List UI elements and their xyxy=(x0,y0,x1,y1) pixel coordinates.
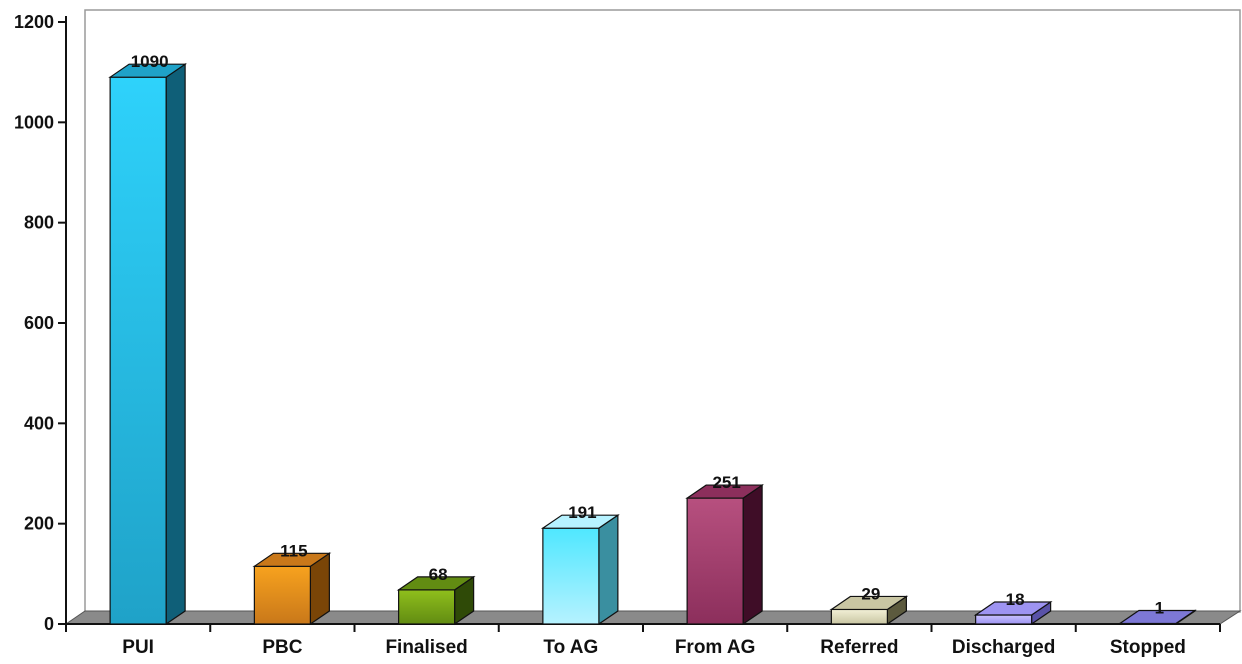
bar-referred xyxy=(829,595,909,626)
bar-top xyxy=(108,63,188,78)
data-label: 115 xyxy=(280,541,307,560)
data-label: 68 xyxy=(429,565,448,584)
x-tick-label: Stopped xyxy=(1110,637,1186,658)
x-tick-label: Finalised xyxy=(385,637,467,658)
bar-top xyxy=(396,576,476,591)
x-tick-label: PBC xyxy=(262,637,302,658)
bar-side xyxy=(598,514,619,626)
bar-from-ag xyxy=(685,483,765,626)
bar-front xyxy=(975,614,1033,625)
bar-top xyxy=(829,595,909,611)
bar-discharged xyxy=(973,600,1053,626)
back-wall xyxy=(84,9,1241,613)
data-label: 18 xyxy=(1006,590,1025,609)
bar-side xyxy=(165,63,186,626)
data-label: 191 xyxy=(568,503,596,522)
data-label: 1090 xyxy=(131,52,169,71)
data-label: 251 xyxy=(712,473,740,492)
bar-pbc xyxy=(252,552,332,626)
bar-pui xyxy=(108,63,188,626)
bar-top xyxy=(685,484,765,499)
y-tick-label: 800 xyxy=(24,213,54,233)
bar-front xyxy=(109,76,167,625)
bar-to-ag xyxy=(540,514,620,626)
y-axis: 0 200 400 600 800 1000 1200 xyxy=(14,12,67,634)
floor xyxy=(64,610,1242,625)
bar-side xyxy=(742,483,763,626)
bar-front xyxy=(686,497,744,625)
x-tick-label: Discharged xyxy=(952,637,1055,658)
y-tick-label: 0 xyxy=(44,614,54,634)
bars xyxy=(108,63,1197,626)
bar-front xyxy=(253,565,311,625)
y-tick-label: 1000 xyxy=(14,112,54,132)
x-tick-label: To AG xyxy=(543,637,598,658)
bar-front xyxy=(542,527,600,625)
x-axis: PUI PBC Finalised To AG From AG Referred Disch… xyxy=(65,623,1221,658)
x-tick-label: From AG xyxy=(675,637,756,658)
y-tick-label: 1200 xyxy=(14,12,54,32)
bar-top xyxy=(973,601,1053,616)
bar-finalised xyxy=(396,575,476,626)
y-tick-label: 400 xyxy=(24,413,54,433)
data-label: 29 xyxy=(861,584,880,603)
data-labels: 1090 115 68 191 251 29 18 1 xyxy=(131,52,1164,617)
x-tick-label: Referred xyxy=(820,637,898,658)
bar-stopped xyxy=(1117,609,1197,626)
y-tick-label: 600 xyxy=(24,313,54,333)
bar-top xyxy=(252,552,332,567)
y-tick-label: 200 xyxy=(24,514,54,534)
bar-top xyxy=(1117,609,1197,625)
bar-front xyxy=(398,589,456,625)
bar-top xyxy=(540,514,620,529)
bar-front xyxy=(830,608,888,625)
x-tick-label: PUI xyxy=(122,637,154,658)
data-label: 1 xyxy=(1155,598,1164,617)
